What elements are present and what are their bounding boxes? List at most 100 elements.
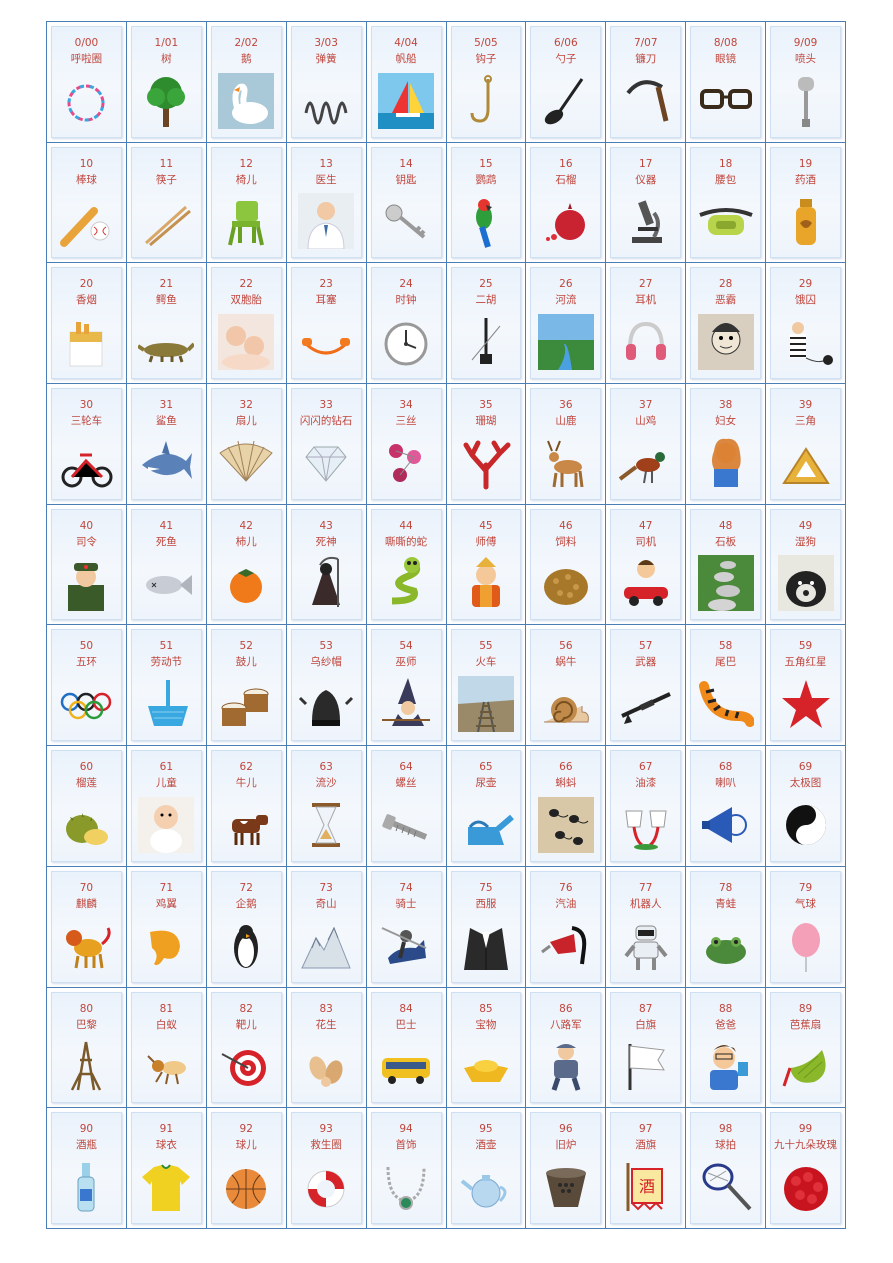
number-card: 18 腰包 [690, 146, 762, 259]
card-word: 鸡翼 [155, 897, 177, 910]
card-word: 师傅 [475, 535, 497, 548]
card-word: 球儿 [235, 1139, 257, 1152]
card-word: 帆船 [395, 53, 417, 65]
card-cell: 90 酒瓶 [47, 1108, 126, 1228]
durian-icon [58, 797, 114, 853]
commander-icon [58, 555, 114, 612]
lifebuoy-icon [298, 1159, 354, 1215]
card-number: 4/04 [394, 37, 418, 49]
number-card: 25 二胡 [450, 267, 522, 380]
card-cell: 49 湿狗 [766, 504, 845, 625]
number-card: 41 死鱼 [130, 508, 202, 621]
card-cell: 27 耳机 [606, 263, 686, 384]
number-card: 72 企鹅 [210, 870, 282, 983]
card-cell: 16 石榴 [526, 142, 606, 263]
number-card: 46 饲料 [530, 508, 602, 621]
card-number: 95 [479, 1123, 493, 1136]
card-number: 21 [159, 278, 174, 291]
wizard-icon [378, 676, 434, 732]
number-card: 12 椅儿 [210, 146, 282, 259]
card-word: 球衣 [155, 1139, 177, 1152]
card-cell: 36 山鹿 [526, 384, 606, 504]
card-word: 二胡 [475, 294, 497, 307]
number-card: 81 白蚁 [130, 991, 202, 1104]
card-word: 三角 [795, 415, 817, 428]
card-cell: 81 白蚁 [126, 987, 206, 1108]
number-card: 37 山鸡 [610, 388, 682, 500]
robot-icon [618, 918, 674, 974]
number-card: 26 河流 [530, 267, 602, 380]
goose-icon [218, 72, 275, 129]
card-word: 汽油 [555, 897, 577, 910]
chopsticks-icon [138, 193, 194, 249]
card-word: 鲨鱼 [155, 415, 177, 428]
number-card: 17 仪器 [610, 146, 682, 259]
card-word: 镰刀 [635, 53, 657, 65]
number-card: 62 牛儿 [210, 750, 282, 862]
card-word: 酒旗 [635, 1139, 657, 1152]
card-number: 64 [399, 761, 413, 774]
card-cell: 80 巴黎 [47, 987, 126, 1108]
shower-head-icon [778, 73, 834, 129]
number-card: 78 青蛙 [690, 870, 762, 983]
number-card: 5/05 钩子 [450, 26, 522, 138]
master-icon [458, 555, 514, 611]
card-number: 1/01 [154, 37, 179, 49]
card-cell: 48 石板 [686, 504, 766, 625]
card-word: 湿狗 [795, 535, 817, 548]
card-number: 38 [718, 399, 733, 412]
card-number: 24 [399, 278, 413, 291]
card-word: 巫师 [395, 656, 417, 669]
old-stove-icon [538, 1159, 594, 1215]
number-card: 64 螺丝 [370, 750, 442, 862]
card-cell: 95 酒壶 [446, 1108, 526, 1228]
prisoner-icon [778, 314, 834, 370]
card-cell: 6/06 勺子 [526, 22, 606, 142]
wet-dog-icon [777, 555, 834, 612]
number-card: 60 榴莲 [51, 750, 122, 862]
card-word: 酒壶 [475, 1139, 497, 1152]
card-word: 椅儿 [235, 173, 257, 186]
card-cell: 45 师傅 [446, 504, 526, 625]
card-number: 60 [79, 761, 94, 774]
number-card: 11 筷子 [130, 146, 202, 259]
roses-icon [778, 1159, 834, 1215]
persimmon-icon [218, 555, 274, 611]
card-number: 19 [798, 157, 813, 170]
card-word: 嘶嘶的蛇 [385, 535, 428, 548]
card-cell: 92 球儿 [206, 1108, 286, 1228]
card-word: 三轮车 [70, 415, 103, 428]
glasses-icon [698, 73, 754, 129]
jersey-icon [138, 1159, 194, 1215]
number-card: 94 首饰 [370, 1112, 442, 1224]
number-card: 77 机器人 [610, 870, 682, 983]
card-cell: 9/09 喷头 [766, 22, 845, 142]
number-card: 90 酒瓶 [51, 1112, 122, 1224]
tricycle-icon [58, 435, 114, 491]
card-cell: 82 靶儿 [206, 987, 286, 1108]
number-card: 85 宝物 [450, 991, 522, 1104]
card-word: 尾巴 [715, 656, 737, 669]
number-card: 49 湿狗 [770, 508, 841, 621]
card-cell: 30 三轮车 [47, 384, 126, 504]
number-card: 66 蝌蚪 [530, 750, 602, 862]
card-number: 84 [399, 1002, 413, 1015]
number-card: 76 汽油 [530, 870, 602, 983]
card-cell: 84 巴士 [366, 987, 446, 1108]
card-cell: 85 宝物 [446, 987, 526, 1108]
card-number: 74 [399, 881, 413, 894]
card-word: 流沙 [315, 777, 337, 790]
qilin-icon [58, 918, 114, 974]
card-cell: 39 三角 [766, 384, 845, 504]
card-number: 28 [718, 278, 733, 291]
fan-icon [218, 435, 274, 491]
card-word: 香烟 [75, 294, 97, 307]
number-card: 75 西服 [450, 870, 522, 983]
card-word: 酒瓶 [75, 1139, 97, 1152]
yin-yang-icon [778, 797, 834, 853]
card-word: 司令 [75, 535, 97, 548]
number-card: 88 爸爸 [690, 991, 762, 1104]
card-number: 12 [239, 157, 253, 170]
number-card: 80 巴黎 [51, 991, 122, 1104]
number-card: 6/06 勺子 [530, 26, 602, 138]
